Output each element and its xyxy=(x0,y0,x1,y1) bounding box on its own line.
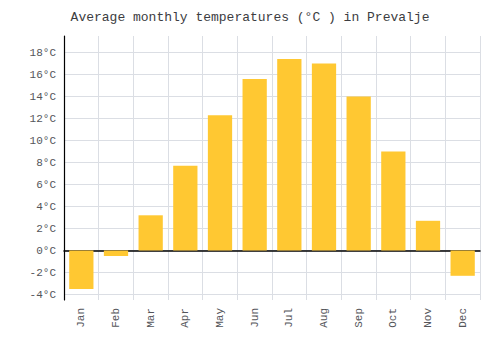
svg-text:18°C: 18°C xyxy=(30,47,57,59)
svg-text:Nov: Nov xyxy=(422,308,434,328)
svg-text:Jan: Jan xyxy=(75,308,87,328)
svg-text:12°C: 12°C xyxy=(30,113,57,125)
svg-text:4°C: 4°C xyxy=(36,201,56,213)
svg-text:Apr: Apr xyxy=(179,308,191,328)
svg-text:-2°C: -2°C xyxy=(30,267,57,279)
svg-text:Aug: Aug xyxy=(318,308,330,328)
svg-text:8°C: 8°C xyxy=(36,157,56,169)
svg-text:Dec: Dec xyxy=(457,308,469,328)
svg-text:Sep: Sep xyxy=(353,308,365,328)
svg-text:16°C: 16°C xyxy=(30,69,57,81)
svg-text:Feb: Feb xyxy=(110,308,122,328)
svg-text:Mar: Mar xyxy=(145,308,157,328)
svg-text:Jun: Jun xyxy=(249,308,261,328)
svg-text:10°C: 10°C xyxy=(30,135,57,147)
svg-text:May: May xyxy=(214,308,226,328)
svg-text:6°C: 6°C xyxy=(36,179,56,191)
svg-text:0°C: 0°C xyxy=(36,245,56,257)
svg-text:2°C: 2°C xyxy=(36,223,56,235)
svg-text:Average monthly temperatures (: Average monthly temperatures (°C ) in Pr… xyxy=(71,10,430,25)
svg-text:14°C: 14°C xyxy=(30,91,57,103)
svg-text:Oct: Oct xyxy=(387,308,399,328)
svg-text:-4°C: -4°C xyxy=(30,289,57,301)
svg-text:Jul: Jul xyxy=(283,308,295,328)
